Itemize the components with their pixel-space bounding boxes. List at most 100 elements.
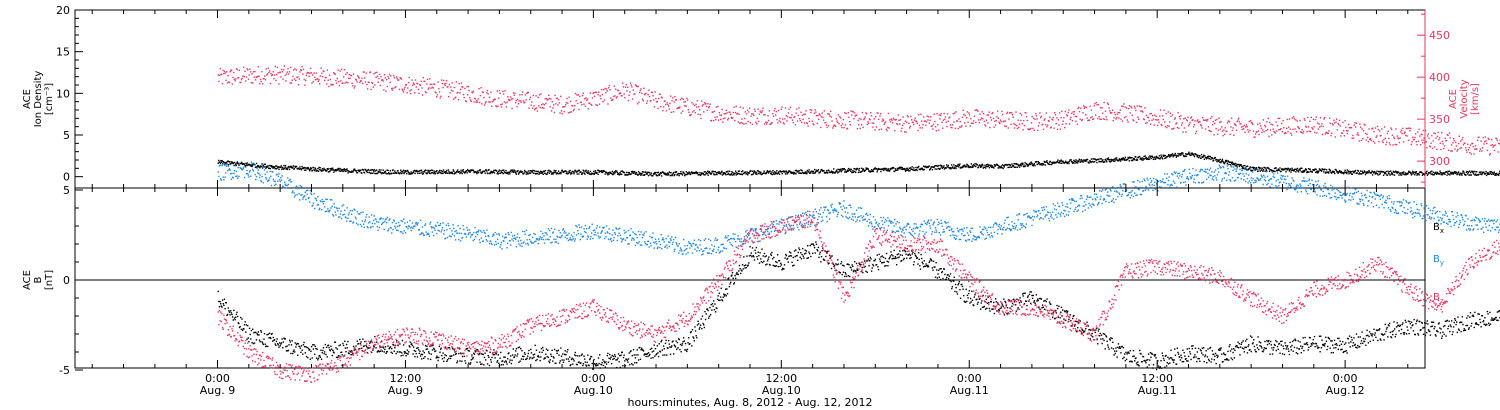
velocity-point: [1495, 137, 1497, 139]
density-point: [962, 166, 965, 168]
density-point: [1245, 165, 1248, 168]
velocity-point: [586, 98, 589, 100]
density-point: [686, 172, 689, 174]
density-point: [264, 166, 266, 168]
velocity-point: [1137, 116, 1139, 118]
density-point: [950, 164, 953, 166]
velocity-point: [481, 91, 484, 93]
density-point: [1335, 168, 1337, 171]
velocity-point: [299, 71, 301, 73]
velocity-point: [1056, 117, 1058, 119]
density-point: [361, 172, 363, 174]
velocity-point: [587, 108, 589, 110]
velocity-point: [1238, 121, 1241, 123]
velocity-point: [822, 116, 824, 118]
velocity-point: [701, 105, 704, 107]
density-point: [846, 170, 848, 173]
velocity-point: [309, 72, 311, 74]
velocity-point: [350, 74, 353, 77]
density-point: [1417, 172, 1420, 175]
density-point: [218, 159, 220, 162]
density-point: [1229, 164, 1232, 166]
velocity-point: [836, 120, 838, 122]
velocity-point: [368, 81, 370, 84]
density-point: [488, 169, 490, 171]
velocity-point: [818, 113, 821, 115]
density-point: [1296, 169, 1298, 172]
density-point: [511, 169, 514, 171]
density-point: [265, 167, 267, 169]
density-point: [230, 163, 232, 165]
velocity-point: [335, 82, 338, 84]
velocity-point: [1244, 131, 1246, 133]
density-point: [446, 169, 448, 172]
velocity-point: [265, 68, 267, 70]
density-point: [698, 174, 701, 176]
density-point: [635, 172, 637, 175]
density-point: [754, 172, 757, 174]
density-point: [304, 167, 307, 169]
velocity-point: [1329, 122, 1332, 125]
velocity-point: [455, 96, 457, 99]
velocity-point: [621, 95, 623, 97]
velocity-point: [763, 123, 766, 125]
velocity-point: [221, 73, 223, 76]
density-point: [1316, 172, 1318, 174]
density-point: [1219, 158, 1221, 161]
density-point: [1127, 156, 1129, 159]
velocity-point: [580, 101, 582, 104]
velocity-point: [813, 124, 815, 126]
density-point: [1333, 171, 1335, 173]
density-point: [755, 171, 758, 174]
density-point: [775, 172, 777, 175]
velocity-point: [955, 111, 957, 113]
density-point: [1114, 160, 1116, 162]
velocity-point: [364, 81, 367, 83]
velocity-point: [979, 113, 981, 115]
density-point: [637, 171, 640, 173]
velocity-point: [1077, 107, 1079, 110]
velocity-point: [726, 112, 728, 114]
velocity-point: [290, 66, 292, 69]
velocity-point: [332, 83, 334, 86]
density-point: [838, 171, 840, 173]
density-point: [588, 171, 590, 174]
density-point: [438, 170, 440, 173]
velocity-series: [217, 65, 1500, 156]
density-point: [825, 172, 827, 174]
density-point: [947, 164, 950, 167]
density-point: [445, 171, 447, 173]
density-point: [525, 170, 527, 173]
density-point: [1110, 160, 1113, 162]
velocity-point: [887, 112, 890, 115]
density-point: [934, 168, 936, 170]
density-point: [703, 173, 705, 176]
density-point: [844, 171, 846, 173]
velocity-point: [1242, 125, 1244, 128]
velocity-point: [315, 72, 317, 74]
velocity-point: [1108, 107, 1110, 109]
density-point: [861, 170, 863, 172]
velocity-point: [289, 82, 291, 84]
velocity-point: [944, 118, 946, 120]
density-point: [450, 171, 452, 173]
density-point: [1244, 167, 1247, 169]
velocity-point: [376, 75, 379, 77]
density-point: [284, 166, 286, 168]
density-point: [412, 172, 414, 174]
density-point: [1177, 152, 1179, 155]
density-point: [719, 172, 722, 174]
density-point: [358, 169, 360, 171]
density-point: [1077, 162, 1079, 164]
velocity-point: [985, 125, 987, 127]
density-point: [857, 171, 860, 174]
density-point: [219, 162, 222, 165]
velocity-point: [611, 99, 613, 102]
velocity-point: [1266, 121, 1268, 123]
density-point: [1352, 171, 1355, 173]
velocity-point: [1104, 110, 1107, 112]
velocity-point: [1143, 118, 1145, 121]
density-point: [776, 170, 778, 172]
velocity-point: [500, 103, 502, 106]
velocity-point: [250, 81, 253, 84]
